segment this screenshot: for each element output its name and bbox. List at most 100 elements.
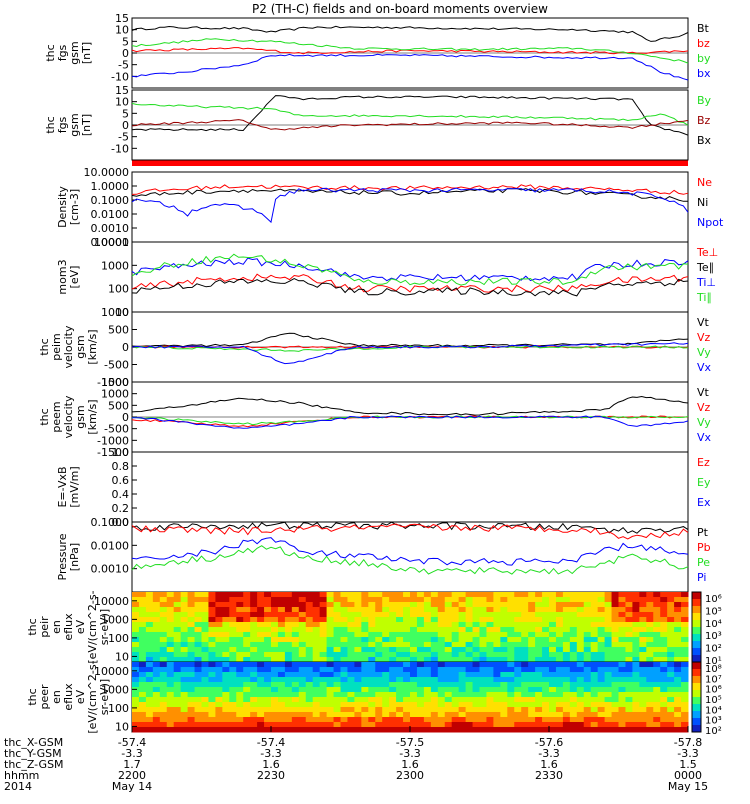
heatmap-cell xyxy=(576,617,585,623)
ylabel-text: E=-VxB xyxy=(56,466,69,507)
ytick-label: 10 xyxy=(115,96,129,109)
heatmap-cell xyxy=(145,712,154,718)
legend-By: By xyxy=(697,94,712,107)
heatmap-cell xyxy=(653,722,661,728)
heatmap-cell xyxy=(528,697,536,703)
heatmap-cell xyxy=(312,707,321,713)
heatmap-cell xyxy=(472,607,480,613)
heatmap-cell xyxy=(493,687,501,693)
heatmap-cell xyxy=(201,707,209,713)
heatmap-cell xyxy=(486,627,494,633)
heatmap-cell xyxy=(444,712,453,718)
heatmap-cell xyxy=(333,707,341,713)
heatmap-cell xyxy=(458,717,467,723)
heatmap-cell xyxy=(243,652,251,658)
colorbar-cell xyxy=(692,634,701,642)
heatmap-cell xyxy=(375,617,383,623)
heatmap-cell xyxy=(660,697,668,703)
ylabel-text: [nT] xyxy=(80,42,93,64)
heatmap-cell xyxy=(590,677,599,683)
heatmap-cell xyxy=(347,607,355,613)
heatmap-cell xyxy=(236,687,244,693)
heatmap-cell xyxy=(159,597,168,603)
heatmap-cell xyxy=(653,642,661,648)
heatmap-cell xyxy=(590,607,599,613)
heatmap-cell xyxy=(521,627,529,633)
heatmap-cell xyxy=(674,662,682,668)
heatmap-cell xyxy=(500,652,508,658)
heatmap-cell xyxy=(479,707,487,713)
heatmap-cell xyxy=(618,642,626,648)
heatmap-cell xyxy=(437,647,446,653)
heatmap-cell xyxy=(194,632,202,638)
heatmap-cell xyxy=(298,617,307,623)
heatmap-cell xyxy=(326,667,335,673)
heatmap-cell xyxy=(681,677,689,683)
heatmap-cell xyxy=(500,622,508,628)
heatmap-cell xyxy=(312,652,321,658)
heatmap-cell xyxy=(465,672,474,678)
heatmap-cell xyxy=(597,712,606,718)
heatmap-cell xyxy=(368,632,376,638)
heatmap-cell xyxy=(236,637,244,643)
heatmap-cell xyxy=(354,647,362,653)
heatmap-cell xyxy=(194,607,202,613)
heatmap-cell xyxy=(389,712,397,718)
heatmap-cell xyxy=(493,667,501,673)
heatmap-cell xyxy=(611,612,619,618)
heatmap-cell xyxy=(382,657,390,663)
colorbar-tick-label: 10⁴ xyxy=(705,705,722,716)
heatmap-cell xyxy=(382,697,390,703)
heatmap-cell xyxy=(159,692,168,698)
heatmap-cell xyxy=(604,687,613,693)
colorbar-tick-label: 10⁷ xyxy=(705,674,722,685)
heatmap-cell xyxy=(618,607,626,613)
heatmap-cell xyxy=(639,717,647,723)
heatmap-cell xyxy=(444,702,453,708)
ytick-label: 1500 xyxy=(101,376,129,389)
heatmap-cell xyxy=(236,707,244,713)
heatmap-cell xyxy=(159,637,168,643)
heatmap-cell xyxy=(451,697,460,703)
heatmap-cell xyxy=(410,662,418,668)
heatmap-cell xyxy=(416,687,425,693)
ytick-label: 0.8 xyxy=(112,460,130,473)
heatmap-cell xyxy=(521,707,529,713)
heatmap-cell xyxy=(555,677,564,683)
heatmap-cell xyxy=(375,622,383,628)
heatmap-cell xyxy=(646,652,654,658)
heatmap-cell xyxy=(500,632,508,638)
heatmap-cell xyxy=(271,707,279,713)
heatmap-cell xyxy=(375,692,383,698)
heatmap-cell xyxy=(549,652,557,658)
heatmap-cell xyxy=(583,667,592,673)
heatmap-cell xyxy=(597,627,606,633)
heatmap-cell xyxy=(284,727,293,733)
heatmap-cell xyxy=(472,642,480,648)
series-line-by xyxy=(131,38,689,64)
heatmap-cell xyxy=(243,722,251,728)
ylabel-text: [eV/(cm^2-s- xyxy=(86,590,99,663)
heatmap-cell xyxy=(166,682,175,688)
heatmap-cell xyxy=(660,642,668,648)
heatmap-cell xyxy=(138,667,147,673)
heatmap-cell xyxy=(618,652,626,658)
heatmap-cell xyxy=(410,602,418,608)
heatmap-cell xyxy=(653,627,661,633)
heatmap-cell xyxy=(271,652,279,658)
heatmap-cell xyxy=(250,622,258,628)
heatmap-cell xyxy=(250,632,258,638)
heatmap-cell xyxy=(646,627,654,633)
heatmap-cell xyxy=(180,592,189,598)
heatmap-cell xyxy=(611,722,619,728)
heatmap-cell xyxy=(361,602,369,608)
heatmap-cell xyxy=(180,717,189,723)
heatmap-cell xyxy=(389,682,397,688)
heatmap-cell xyxy=(333,692,341,698)
heatmap-cell xyxy=(479,592,487,598)
heatmap-cell xyxy=(681,727,689,733)
heatmap-cell xyxy=(660,667,668,673)
heatmap-cell xyxy=(132,702,140,708)
heatmap-cell xyxy=(277,722,286,728)
heatmap-cell xyxy=(549,602,557,608)
